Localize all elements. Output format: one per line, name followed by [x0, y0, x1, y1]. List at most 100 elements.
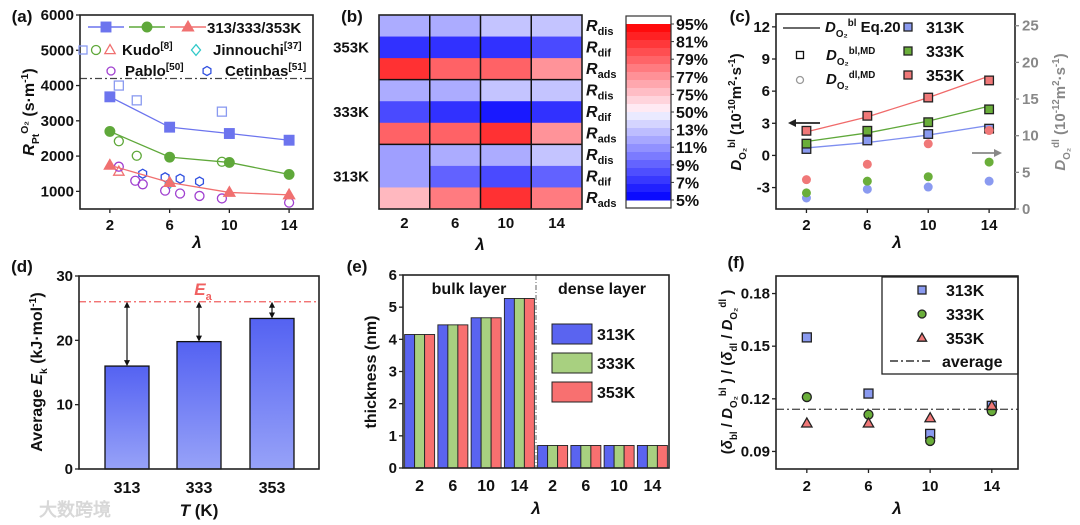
- data-point-313K: [283, 134, 295, 146]
- panel-f: (f) 313K 333K 353K average 2 6 10 14 0.09 0.12 0.15…: [718, 253, 1019, 518]
- x-axis-label: λ: [191, 233, 201, 252]
- y-tick-label: 6000: [41, 7, 74, 24]
- legend-label: 353K: [946, 331, 985, 348]
- x-tick-label: 353: [259, 480, 286, 497]
- colorbar-band: [626, 96, 671, 105]
- reference-marker-pablo: [283, 197, 295, 208]
- bar-353K: [623, 445, 635, 469]
- label-part: bl: [718, 387, 729, 396]
- bar-313K: [537, 445, 549, 469]
- colorbar-label: 7%: [676, 175, 699, 192]
- data-point-353K: [923, 411, 937, 423]
- label-part: ): [21, 68, 38, 73]
- row-label: Rads: [586, 61, 617, 81]
- colorbar-label: 81%: [676, 35, 708, 52]
- data-point-333K: [283, 168, 295, 180]
- bar-313K: [603, 445, 615, 469]
- data-point-313K: [104, 91, 116, 103]
- colorbar-label: 11%: [676, 140, 707, 157]
- data-point-353K: [985, 399, 999, 411]
- reference-marker-kudo: [131, 150, 142, 161]
- reference-marker-kudo: [113, 80, 124, 91]
- y-tick-label: 3: [389, 364, 397, 381]
- label-part: O₂: [738, 148, 749, 160]
- arrow-head-icon: [196, 335, 202, 342]
- label-part: 2: [727, 80, 738, 86]
- bar-333K: [547, 445, 559, 469]
- reference-marker-pablo: [174, 188, 186, 199]
- label-part: (K): [190, 501, 218, 520]
- legend-marker: [903, 22, 913, 32]
- colorbar-band: [626, 40, 671, 49]
- legend-label: 353K: [926, 68, 965, 85]
- bar-353K: [424, 334, 436, 469]
- label-part: O₂: [729, 308, 740, 320]
- reference-marker-cetinbas: [194, 176, 205, 187]
- eq20-line-313K: [806, 124, 990, 149]
- colorbar-band: [626, 112, 671, 121]
- bulk-md-point-333K: [801, 138, 812, 149]
- label-part: m: [1052, 86, 1069, 99]
- label-part: D: [719, 319, 736, 330]
- heatmap-cell: [379, 15, 431, 38]
- colorbar-band: [626, 160, 671, 169]
- y-tick-label: 2000: [41, 148, 74, 165]
- legend-label: 313K: [926, 20, 965, 37]
- data-point-333K: [924, 435, 936, 447]
- colorbar-label: 9%: [676, 158, 699, 175]
- data-point-353K: [103, 158, 117, 170]
- label-part: Average: [29, 385, 46, 452]
- y-axis-label: thickness (nm): [363, 316, 380, 429]
- reference-marker-pablo: [216, 193, 228, 204]
- label-part: ): [719, 290, 736, 299]
- bar-313K: [470, 317, 482, 469]
- data-point-313K: [801, 332, 812, 343]
- y-tick-label: 2: [389, 396, 397, 413]
- row-label: Rdif: [586, 169, 611, 189]
- x-tick-label: 2: [106, 217, 114, 234]
- legend-marker: [90, 44, 102, 56]
- reference-marker-pablo: [137, 179, 148, 190]
- y-axis-label-right: DO₂dl (10-12m2·s-1): [1051, 53, 1073, 170]
- row-label: Rads: [586, 126, 617, 146]
- legend-marker: [903, 70, 913, 80]
- heatmap-cell: [480, 144, 532, 167]
- y-axis-label: Average Ek (kJ·mol-1): [28, 292, 50, 451]
- heatmap-cell: [429, 36, 481, 59]
- x-tick-label: 6: [448, 478, 457, 495]
- label-part: bl: [727, 139, 738, 148]
- label-part: -1: [28, 297, 39, 306]
- legend-marker: [100, 21, 112, 33]
- colorbar-label: 75%: [676, 87, 708, 104]
- legend-swatch: [551, 381, 593, 403]
- colorbar-label: 50%: [676, 105, 708, 122]
- label-part: δ: [719, 439, 736, 449]
- dense-md-point-313K: [923, 182, 933, 192]
- label-part: O₂: [837, 81, 849, 92]
- heatmap-cell: [531, 79, 583, 102]
- y-tick-label: 20: [1022, 54, 1039, 71]
- label-part: -1: [1051, 58, 1062, 67]
- colorbar-band: [626, 24, 671, 33]
- colorbar-label: 77%: [676, 70, 708, 87]
- watermark-logo: 大数跨境: [39, 499, 111, 520]
- label-part: m: [728, 86, 745, 99]
- legend-label: average: [942, 354, 1003, 371]
- legend-marker: [106, 66, 116, 76]
- heatmap-cell: [480, 101, 532, 124]
- x-tick-label: 14: [281, 217, 298, 234]
- bulk-md-point-333K: [984, 104, 995, 115]
- x-tick-label: 6: [165, 217, 173, 234]
- x-tick-label: 2: [803, 478, 811, 495]
- x-tick-label: 14: [983, 478, 1000, 495]
- heatmap-cell: [531, 165, 583, 188]
- group-label: 313K: [333, 169, 369, 186]
- y-tick-label: 5000: [41, 42, 74, 59]
- y-tick-label: 5: [389, 299, 397, 316]
- label-part: -1: [727, 58, 738, 67]
- data-point-313K: [164, 121, 176, 133]
- data-point-353K: [222, 185, 237, 197]
- bulk-md-point-333K: [862, 125, 873, 136]
- heatmap-cell: [480, 187, 532, 210]
